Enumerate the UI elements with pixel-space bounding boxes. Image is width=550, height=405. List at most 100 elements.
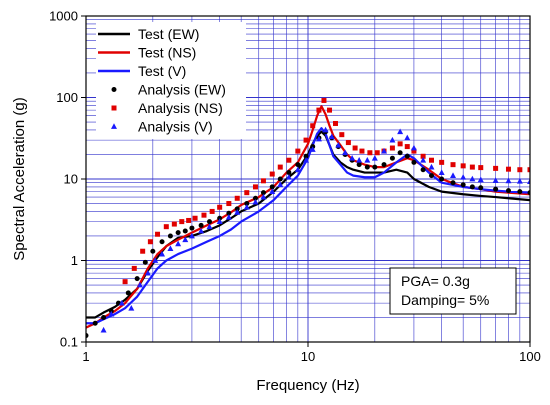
data-point-analysis-ew xyxy=(404,153,410,159)
data-point-analysis-ew xyxy=(493,186,499,192)
data-point-analysis-v xyxy=(152,257,159,263)
data-point-analysis-ns xyxy=(517,167,523,173)
data-point-analysis-v xyxy=(342,149,349,156)
data-point-analysis-ew xyxy=(389,155,395,161)
legend-item: Analysis (EW) xyxy=(111,82,226,98)
data-point-analysis-ew xyxy=(450,180,456,186)
data-point-analysis-ns xyxy=(478,165,484,171)
data-point-analysis-ew xyxy=(269,184,275,190)
data-point-analysis-ew xyxy=(397,150,403,156)
legend-item: Test (NS) xyxy=(98,45,196,61)
data-point-analysis-v xyxy=(477,176,484,183)
data-point-analysis-v xyxy=(527,178,530,184)
data-point-analysis-v xyxy=(243,204,250,210)
data-point-analysis-ew xyxy=(167,233,173,239)
data-point-analysis-ns xyxy=(163,224,169,230)
data-point-analysis-ns xyxy=(252,184,258,190)
annotation-pga: PGA= 0.3g xyxy=(401,273,470,289)
legend-item: Analysis (NS) xyxy=(111,100,223,116)
data-point-analysis-ew xyxy=(527,190,530,196)
data-point-analysis-ns xyxy=(460,163,466,169)
legend-item: Analysis (V) xyxy=(111,119,213,135)
data-point-analysis-ew xyxy=(303,153,309,159)
data-point-analysis-ns xyxy=(316,107,322,113)
data-point-analysis-v xyxy=(438,169,445,175)
data-point-analysis-v xyxy=(269,188,276,195)
data-point-analysis-v xyxy=(216,218,223,225)
data-point-analysis-v xyxy=(277,181,284,188)
y-tick-label: 10 xyxy=(64,172,78,187)
data-point-analysis-ns xyxy=(310,123,316,129)
legend: Test (EW) Test (NS) Test (V) Analysis (EW) A… xyxy=(96,22,246,139)
data-point-analysis-ns xyxy=(192,215,198,221)
annotation-frame xyxy=(389,267,517,315)
data-point-analysis-ns xyxy=(469,164,475,170)
data-point-analysis-ew xyxy=(260,190,266,196)
data-point-analysis-ns xyxy=(140,248,146,254)
data-point-analysis-ew xyxy=(198,222,204,228)
data-point-analysis-ns xyxy=(277,164,283,170)
data-point-analysis-ew xyxy=(101,314,107,320)
series-markers-analysis-v xyxy=(100,126,530,333)
data-point-analysis-v xyxy=(389,136,396,143)
data-point-analysis-v xyxy=(516,177,523,184)
data-point-analysis-v xyxy=(492,177,499,183)
data-point-analysis-ns xyxy=(359,148,365,154)
data-point-analysis-v xyxy=(252,198,259,205)
y-axis-title: Spectral Acceleration (g) xyxy=(11,97,28,260)
series-markers-analysis-ns xyxy=(122,97,530,285)
series-line-test-v xyxy=(86,127,530,325)
data-point-analysis-v xyxy=(136,281,143,288)
data-point-analysis-v xyxy=(420,157,427,163)
data-point-analysis-ns xyxy=(327,107,333,113)
data-point-analysis-ns xyxy=(286,157,292,163)
data-point-analysis-ns xyxy=(527,167,530,173)
data-point-analysis-ew xyxy=(182,228,188,234)
data-point-analysis-ns xyxy=(345,140,351,146)
data-point-analysis-v xyxy=(188,232,195,239)
data-point-analysis-ew xyxy=(134,276,140,282)
data-point-analysis-ns xyxy=(505,166,511,172)
x-tick-label: 1 xyxy=(82,349,89,364)
legend-swatch xyxy=(111,87,117,92)
data-point-analysis-v xyxy=(404,134,411,141)
data-point-analysis-v xyxy=(206,223,213,230)
data-point-analysis-ns xyxy=(450,162,456,168)
legend-label: Analysis (V) xyxy=(138,119,213,135)
data-point-analysis-v xyxy=(349,154,356,161)
y-tick-label: 1000 xyxy=(49,9,78,24)
data-point-analysis-ns xyxy=(244,190,250,196)
data-point-analysis-ew xyxy=(517,189,523,195)
data-point-analysis-v xyxy=(328,133,335,140)
data-point-analysis-v xyxy=(460,174,467,180)
data-point-analysis-ns xyxy=(332,120,338,126)
data-point-analysis-ns xyxy=(147,239,153,245)
data-point-analysis-ns xyxy=(428,157,434,163)
data-point-analysis-v xyxy=(159,250,166,257)
data-point-analysis-ew xyxy=(159,239,165,245)
data-point-analysis-ew xyxy=(175,230,181,236)
data-point-analysis-v xyxy=(225,213,232,220)
data-point-analysis-ew xyxy=(428,173,434,179)
data-point-analysis-ew xyxy=(411,159,417,165)
data-point-analysis-v xyxy=(285,174,292,180)
data-point-analysis-ns xyxy=(234,195,240,201)
data-point-analysis-v xyxy=(294,166,301,173)
data-point-analysis-ew xyxy=(150,248,156,254)
data-point-analysis-v xyxy=(118,299,125,306)
legend-swatch xyxy=(111,123,117,129)
data-point-analysis-ns xyxy=(295,148,301,154)
data-point-analysis-ew xyxy=(460,182,466,188)
data-point-analysis-v xyxy=(397,128,404,135)
data-point-analysis-ns xyxy=(209,208,215,214)
legend-swatch xyxy=(111,105,117,111)
data-point-analysis-ew xyxy=(381,162,387,168)
data-point-analysis-ns xyxy=(352,145,358,151)
data-point-analysis-ns xyxy=(226,201,232,207)
data-point-analysis-v xyxy=(505,177,512,184)
data-point-analysis-ew xyxy=(206,219,212,225)
data-point-analysis-ns xyxy=(171,221,177,227)
data-point-analysis-v xyxy=(309,146,316,152)
